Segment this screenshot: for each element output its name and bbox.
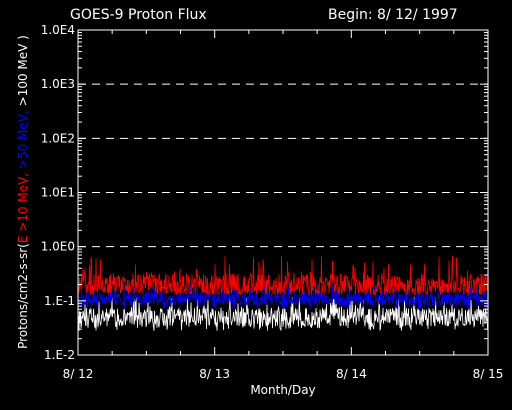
chart-title: GOES-9 Proton Flux [70, 7, 207, 23]
y-tick-label-1: 1.0E3 [41, 77, 75, 91]
y-tick-label-6: 1.E-2 [44, 348, 75, 362]
series-line-2 [77, 296, 489, 332]
y-tick-label-5: 1.E-1 [44, 294, 75, 308]
y-label-part-2: >50 MeV, [16, 106, 30, 169]
series-line-0 [77, 255, 489, 297]
x-axis-label: Month/Day [250, 383, 315, 397]
grid-lines [78, 83, 488, 248]
y-tick-label-2: 1.0E2 [41, 131, 75, 145]
x-tick-label-0: 8/ 12 [63, 367, 94, 381]
y-label-part-1: E >10 MeV, [16, 169, 30, 243]
y-label-part-0: Protons/cm2-s-sr( [16, 243, 30, 349]
y-axis: 1.0E4 1.0E3 1.0E2 1.0E1 1.0E0 1.E-1 1.E-2 [41, 23, 488, 362]
x-tick-label-3: 8/ 15 [473, 367, 504, 381]
data-series [77, 255, 489, 332]
y-label-part-3: >100 MeV ) [16, 35, 30, 106]
y-tick-label-3: 1.0E1 [41, 186, 75, 200]
x-tick-label-2: 8/ 14 [336, 367, 367, 381]
x-tick-label-1: 8/ 13 [199, 367, 230, 381]
y-tick-label-4: 1.0E0 [41, 240, 75, 254]
y-tick-label-0: 1.0E4 [41, 23, 75, 37]
x-axis: 8/ 12 8/ 13 8/ 14 8/ 15 [63, 30, 504, 381]
y-axis-label: Protons/cm2-s-sr(E >10 MeV, >50 MeV, >10… [16, 35, 30, 349]
begin-date-label: Begin: 8/ 12/ 1997 [328, 7, 458, 23]
